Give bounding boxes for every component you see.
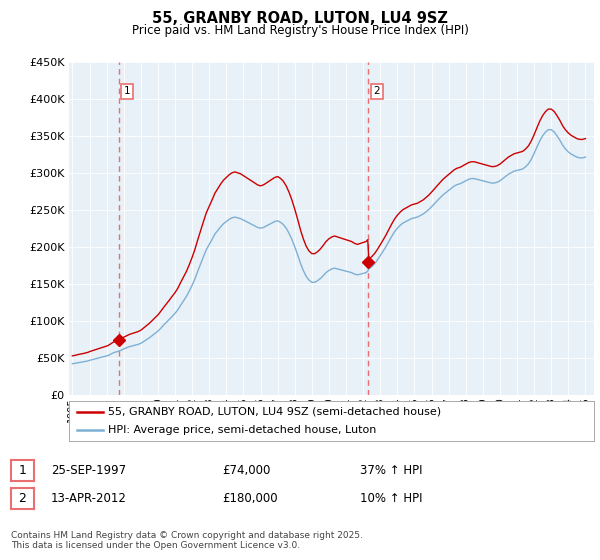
Text: Contains HM Land Registry data © Crown copyright and database right 2025.
This d: Contains HM Land Registry data © Crown c… <box>11 531 362 550</box>
Text: 13-APR-2012: 13-APR-2012 <box>51 492 127 505</box>
Text: £74,000: £74,000 <box>222 464 271 477</box>
Text: HPI: Average price, semi-detached house, Luton: HPI: Average price, semi-detached house,… <box>109 426 377 435</box>
Text: £180,000: £180,000 <box>222 492 278 505</box>
Text: 37% ↑ HPI: 37% ↑ HPI <box>360 464 422 477</box>
Text: 55, GRANBY ROAD, LUTON, LU4 9SZ (semi-detached house): 55, GRANBY ROAD, LUTON, LU4 9SZ (semi-de… <box>109 407 442 417</box>
Text: 25-SEP-1997: 25-SEP-1997 <box>51 464 126 477</box>
Text: 1: 1 <box>124 86 130 96</box>
Text: 2: 2 <box>18 492 26 505</box>
Text: 2: 2 <box>374 86 380 96</box>
Text: 55, GRANBY ROAD, LUTON, LU4 9SZ: 55, GRANBY ROAD, LUTON, LU4 9SZ <box>152 11 448 26</box>
Text: Price paid vs. HM Land Registry's House Price Index (HPI): Price paid vs. HM Land Registry's House … <box>131 24 469 36</box>
Text: 10% ↑ HPI: 10% ↑ HPI <box>360 492 422 505</box>
Text: 1: 1 <box>18 464 26 477</box>
